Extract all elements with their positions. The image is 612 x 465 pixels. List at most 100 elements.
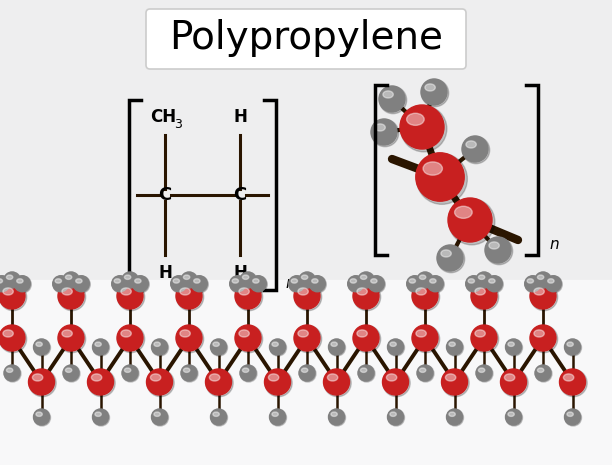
Ellipse shape bbox=[441, 369, 468, 395]
Ellipse shape bbox=[193, 279, 200, 283]
Ellipse shape bbox=[428, 276, 444, 293]
Ellipse shape bbox=[350, 279, 357, 283]
Ellipse shape bbox=[531, 283, 558, 311]
Ellipse shape bbox=[32, 374, 43, 381]
Text: C: C bbox=[233, 186, 247, 204]
Ellipse shape bbox=[93, 339, 110, 356]
Ellipse shape bbox=[240, 272, 256, 288]
Ellipse shape bbox=[236, 283, 263, 311]
Ellipse shape bbox=[269, 409, 286, 425]
Ellipse shape bbox=[530, 283, 556, 309]
Ellipse shape bbox=[567, 412, 573, 416]
Ellipse shape bbox=[62, 330, 72, 337]
Ellipse shape bbox=[331, 412, 337, 416]
Ellipse shape bbox=[417, 272, 434, 289]
Ellipse shape bbox=[564, 409, 581, 425]
Text: Polypropylene: Polypropylene bbox=[169, 19, 443, 57]
Ellipse shape bbox=[0, 326, 27, 352]
Ellipse shape bbox=[294, 283, 320, 309]
Ellipse shape bbox=[476, 365, 493, 382]
Ellipse shape bbox=[289, 276, 306, 293]
Ellipse shape bbox=[476, 272, 493, 289]
Text: n: n bbox=[549, 238, 559, 252]
Ellipse shape bbox=[235, 325, 261, 351]
Ellipse shape bbox=[29, 369, 54, 395]
Ellipse shape bbox=[417, 365, 434, 382]
Ellipse shape bbox=[181, 365, 198, 382]
Ellipse shape bbox=[240, 365, 256, 381]
Ellipse shape bbox=[270, 339, 286, 356]
Ellipse shape bbox=[501, 369, 526, 395]
Ellipse shape bbox=[427, 276, 443, 292]
Ellipse shape bbox=[239, 288, 249, 295]
Ellipse shape bbox=[95, 342, 102, 346]
Ellipse shape bbox=[417, 365, 433, 381]
Ellipse shape bbox=[132, 276, 148, 292]
Ellipse shape bbox=[152, 409, 168, 425]
Ellipse shape bbox=[117, 283, 143, 309]
Ellipse shape bbox=[14, 276, 30, 292]
Ellipse shape bbox=[489, 279, 495, 283]
Ellipse shape bbox=[531, 326, 558, 352]
Ellipse shape bbox=[230, 276, 247, 293]
Ellipse shape bbox=[508, 412, 514, 416]
Ellipse shape bbox=[545, 276, 562, 293]
Ellipse shape bbox=[388, 339, 405, 356]
Ellipse shape bbox=[171, 276, 187, 292]
Ellipse shape bbox=[382, 369, 408, 395]
Ellipse shape bbox=[479, 275, 485, 279]
Ellipse shape bbox=[545, 276, 561, 292]
Ellipse shape bbox=[76, 279, 82, 283]
Ellipse shape bbox=[232, 279, 239, 283]
Ellipse shape bbox=[250, 276, 267, 293]
Ellipse shape bbox=[124, 275, 131, 279]
Ellipse shape bbox=[298, 288, 308, 295]
Ellipse shape bbox=[117, 325, 143, 351]
Ellipse shape bbox=[360, 275, 367, 279]
Ellipse shape bbox=[36, 412, 42, 416]
Ellipse shape bbox=[211, 339, 226, 355]
Ellipse shape bbox=[184, 275, 190, 279]
Text: H: H bbox=[233, 264, 247, 282]
Ellipse shape bbox=[6, 275, 13, 279]
Ellipse shape bbox=[88, 369, 113, 395]
Ellipse shape bbox=[479, 368, 485, 372]
Ellipse shape bbox=[416, 288, 427, 295]
Ellipse shape bbox=[375, 124, 386, 131]
Ellipse shape bbox=[447, 409, 463, 426]
Ellipse shape bbox=[527, 279, 534, 283]
Ellipse shape bbox=[53, 276, 70, 293]
Ellipse shape bbox=[65, 368, 72, 372]
Ellipse shape bbox=[118, 283, 144, 311]
Ellipse shape bbox=[289, 276, 305, 292]
Ellipse shape bbox=[371, 120, 398, 146]
Ellipse shape bbox=[383, 91, 394, 98]
Ellipse shape bbox=[390, 412, 397, 416]
Ellipse shape bbox=[265, 369, 292, 397]
Ellipse shape bbox=[476, 272, 492, 288]
Ellipse shape bbox=[239, 330, 249, 337]
Ellipse shape bbox=[358, 272, 374, 288]
Text: CH: CH bbox=[150, 108, 176, 126]
Ellipse shape bbox=[184, 368, 190, 372]
Ellipse shape bbox=[151, 374, 161, 381]
Ellipse shape bbox=[17, 279, 23, 283]
Ellipse shape bbox=[6, 368, 13, 372]
Ellipse shape bbox=[475, 330, 485, 337]
Ellipse shape bbox=[438, 246, 465, 272]
Ellipse shape bbox=[213, 342, 219, 346]
Ellipse shape bbox=[401, 106, 447, 152]
Ellipse shape bbox=[88, 369, 115, 397]
Text: H: H bbox=[158, 264, 172, 282]
Ellipse shape bbox=[0, 283, 27, 311]
Ellipse shape bbox=[379, 86, 407, 113]
Ellipse shape bbox=[4, 365, 20, 381]
Bar bbox=[0, 0, 612, 280]
Ellipse shape bbox=[173, 279, 179, 283]
Ellipse shape bbox=[121, 330, 132, 337]
Ellipse shape bbox=[387, 409, 403, 425]
Ellipse shape bbox=[209, 374, 220, 381]
Ellipse shape bbox=[329, 409, 345, 425]
Ellipse shape bbox=[181, 272, 197, 288]
Ellipse shape bbox=[412, 326, 439, 352]
